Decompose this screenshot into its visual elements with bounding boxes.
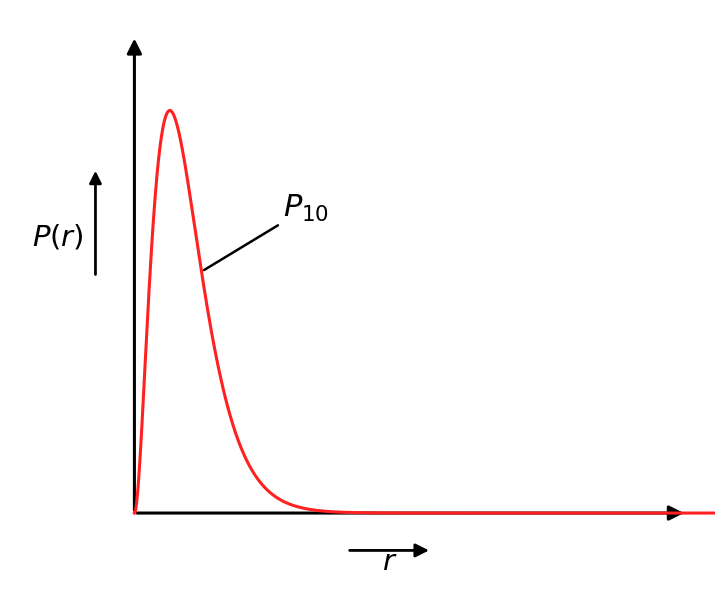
Text: $r$: $r$ [382,548,397,576]
Text: $P_{10}$: $P_{10}$ [204,193,329,270]
Text: $P(r)$: $P(r)$ [32,223,84,252]
